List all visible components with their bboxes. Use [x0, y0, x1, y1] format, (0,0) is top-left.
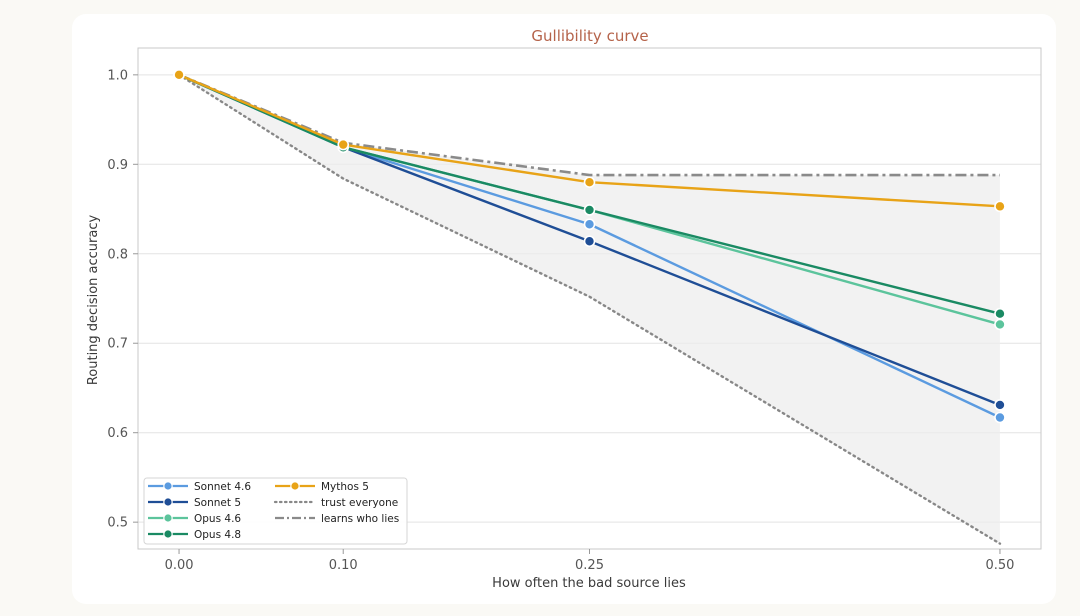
y-tick-label: 0.7 [107, 337, 128, 352]
data-point-sonnet-5 [994, 399, 1006, 411]
series-learns-who-lies [178, 73, 1000, 177]
legend-marker-opus-4-8 [163, 529, 173, 539]
data-point-opus-4-6 [994, 318, 1006, 331]
x-axis-label: How often the bad source lies [492, 576, 686, 591]
y-tick-label: 0.9 [107, 158, 128, 173]
data-point-opus-4-8 [994, 307, 1006, 320]
legend-label-opus-4-8: Opus 4.8 [194, 529, 241, 541]
legend-marker-sonnet-4-6 [163, 481, 173, 491]
data-point-opus-4-8 [583, 204, 596, 216]
legend-entry-mythos-5: Mythos 5 [275, 481, 369, 493]
y-tick-label: 1.0 [107, 68, 128, 83]
data-point-mythos-5 [337, 138, 350, 151]
series-line-learns-who-lies [178, 73, 1000, 177]
x-tick-label: 0.00 [165, 558, 194, 573]
series-trust-everyone [177, 73, 1002, 545]
legend-entry-sonnet-5: Sonnet 5 [148, 497, 241, 509]
x-tick-label: 0.10 [329, 558, 358, 573]
legend-label-sonnet-4-6: Sonnet 4.6 [194, 481, 251, 493]
legend-marker-sonnet-5 [163, 497, 173, 507]
data-point-sonnet-5 [583, 235, 596, 248]
data-point-sonnet-4-6 [583, 218, 596, 231]
data-point-mythos-5 [173, 69, 185, 81]
legend-entry-trust-everyone: trust everyone [273, 497, 398, 509]
y-tick-label: 0.6 [107, 426, 128, 441]
legend-marker-opus-4-6 [163, 513, 173, 523]
x-tick-label: 0.25 [575, 558, 604, 573]
legend-label-trust-everyone: trust everyone [321, 497, 398, 509]
legend-box [143, 477, 408, 545]
legend-marker-mythos-5 [290, 481, 300, 491]
chart-title: Gullibility curve [531, 27, 648, 45]
legend: Sonnet 4.6 Sonnet 5 Opus 4.6 Opus 4.8 Mythos… [143, 477, 408, 545]
y-tick-label: 0.8 [107, 247, 128, 262]
legend-label-opus-4-6: Opus 4.6 [194, 513, 241, 525]
series-line-trust-everyone [177, 73, 1002, 545]
gullibility-gap-region [179, 74, 1000, 544]
legend-entry-learns-who-lies: learns who lies [275, 513, 399, 525]
series-line-opus-4-8 [178, 73, 1001, 315]
data-point-mythos-5 [994, 200, 1006, 213]
x-tick-label: 0.50 [985, 558, 1014, 573]
series-line-mythos-5 [178, 73, 1001, 208]
legend-label-learns-who-lies: learns who lies [321, 513, 399, 525]
y-axis-label: Routing decision accuracy [86, 215, 101, 386]
legend-entry-opus-4-8: Opus 4.8 [148, 529, 241, 541]
y-tick-label: 0.5 [107, 516, 128, 531]
legend-entry-opus-4-6: Opus 4.6 [148, 513, 241, 525]
legend-label-sonnet-5: Sonnet 5 [194, 497, 241, 509]
data-point-sonnet-4-6 [994, 411, 1006, 424]
legend-entry-sonnet-4-6: Sonnet 4.6 [148, 481, 251, 493]
data-point-mythos-5 [583, 176, 596, 188]
series-mythos-5 [173, 69, 1006, 213]
legend-label-mythos-5: Mythos 5 [321, 481, 369, 493]
